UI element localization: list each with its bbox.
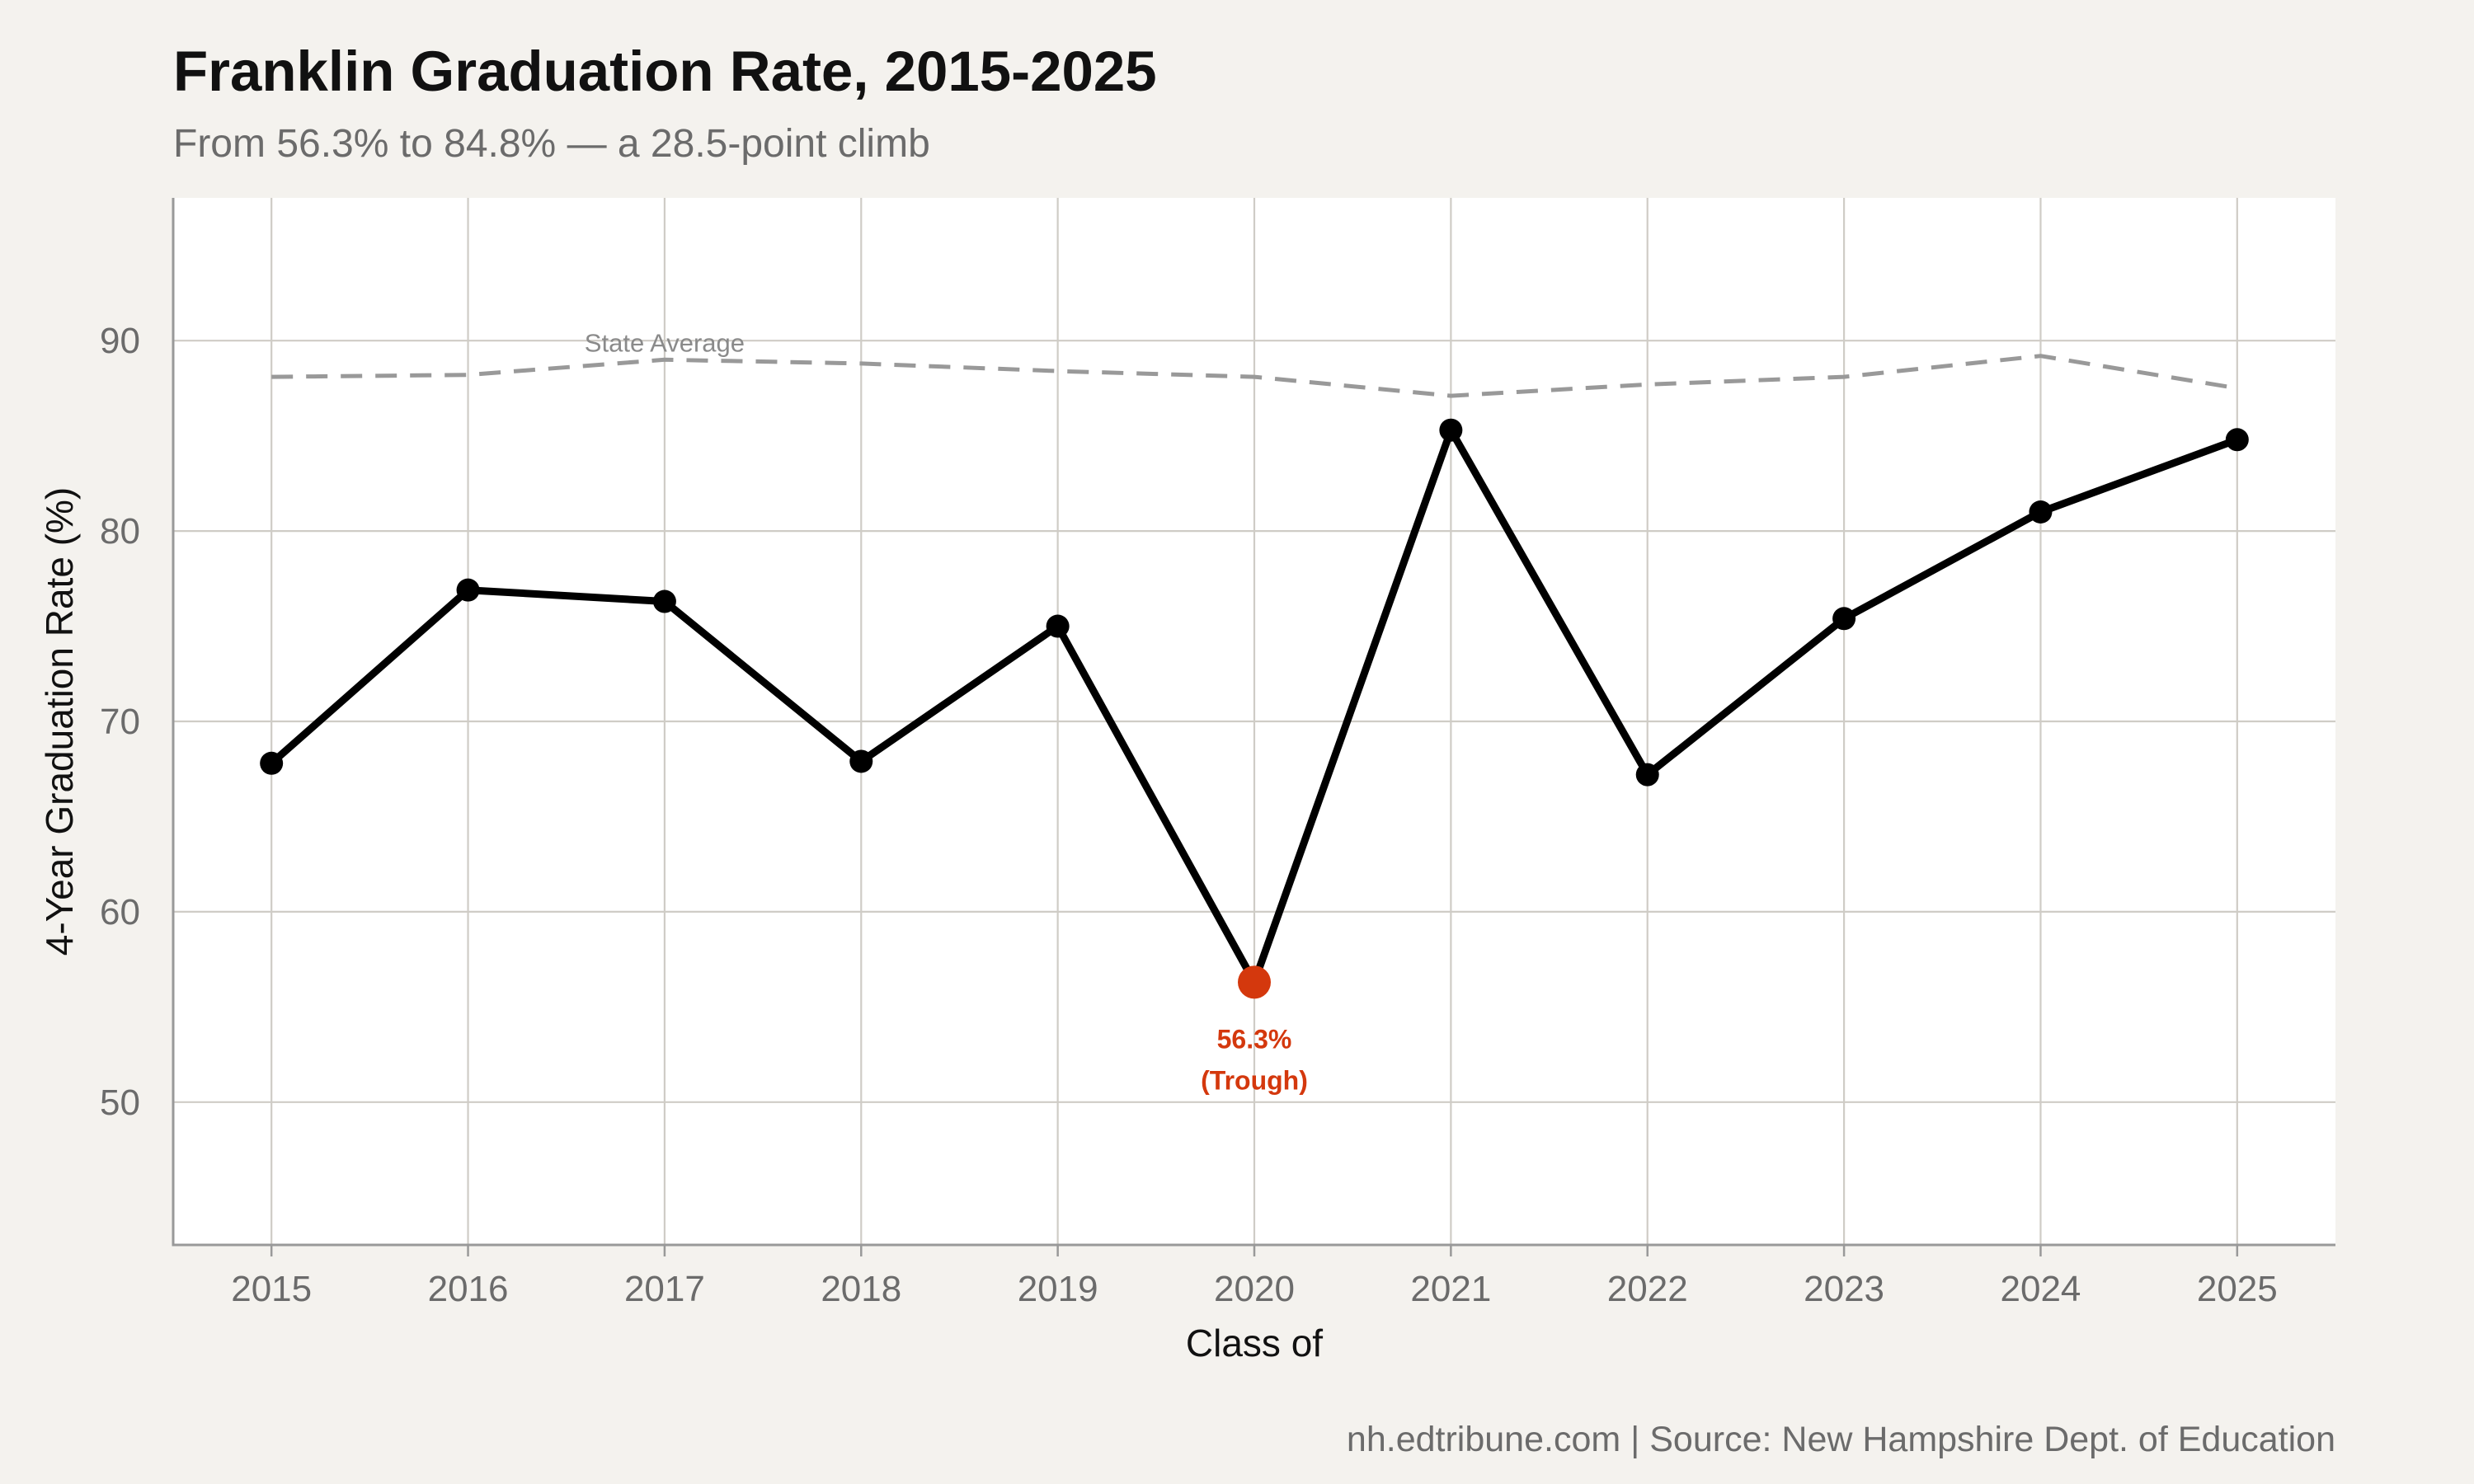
y-tick-labels: 50 60 70 80 90 xyxy=(100,321,140,1123)
state-average-series: State Average xyxy=(271,328,2238,398)
data-point xyxy=(1635,763,1659,787)
data-point xyxy=(849,749,873,773)
x-tick-label: 2020 xyxy=(1214,1269,1295,1309)
data-point xyxy=(1832,607,1856,631)
x-axis-title: Class of xyxy=(1186,1322,1323,1364)
y-tick-label: 60 xyxy=(100,892,140,932)
chart-title: Franklin Graduation Rate, 2015-2025 xyxy=(173,40,1157,103)
data-point xyxy=(652,589,676,613)
y-tick-label: 70 xyxy=(100,702,140,742)
x-axis-line xyxy=(172,198,2335,1247)
x-tick-labels: 2015 2016 2017 2018 2019 2020 2021 2022 2023 2024… xyxy=(231,1245,2278,1309)
plot-area: State Average 56.3% (Trough) xyxy=(172,198,2335,1247)
x-tick-label: 2018 xyxy=(821,1269,901,1309)
data-point xyxy=(1439,418,1463,442)
grid-lines xyxy=(173,198,2335,1245)
x-tick-label: 2016 xyxy=(428,1269,509,1309)
chart-subtitle: From 56.3% to 84.8% — a 28.5-point climb xyxy=(173,122,930,166)
data-point xyxy=(2225,428,2249,452)
x-tick-label: 2021 xyxy=(1410,1269,1491,1309)
y-tick-label: 90 xyxy=(100,321,140,361)
y-tick-label: 80 xyxy=(100,511,140,552)
annotations: 56.3% (Trough) xyxy=(1201,1024,1308,1095)
x-tick-label: 2025 xyxy=(2197,1269,2278,1309)
data-point xyxy=(1046,614,1070,638)
trough-point xyxy=(1238,965,1271,999)
y-tick-label: 50 xyxy=(100,1082,140,1123)
source-caption: nh.edtribune.com | Source: New Hampshire… xyxy=(1347,1420,2335,1459)
x-tick-label: 2024 xyxy=(2001,1269,2081,1309)
data-point xyxy=(260,751,284,775)
x-tick-label: 2023 xyxy=(1804,1269,1884,1309)
x-tick-label: 2017 xyxy=(624,1269,705,1309)
trough-value-label: 56.3% xyxy=(1217,1024,1292,1054)
trough-label: (Trough) xyxy=(1201,1065,1308,1095)
x-tick-label: 2015 xyxy=(231,1269,312,1309)
data-point xyxy=(456,578,480,602)
y-axis-title: 4-Year Graduation Rate (%) xyxy=(38,487,81,956)
graduation-rate-series xyxy=(260,418,2249,999)
state-average-line xyxy=(271,354,2238,398)
x-tick-label: 2019 xyxy=(1018,1269,1098,1309)
data-point xyxy=(2029,500,2053,524)
state-average-label: State Average xyxy=(585,328,745,357)
x-tick-label: 2022 xyxy=(1607,1269,1688,1309)
